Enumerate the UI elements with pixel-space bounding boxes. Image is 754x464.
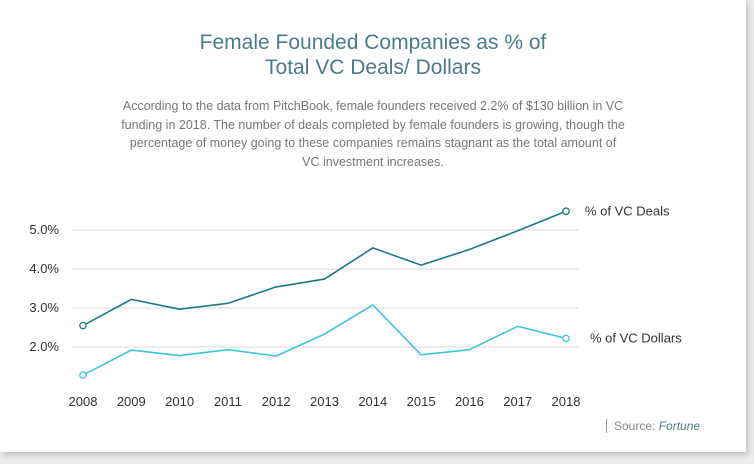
series-point (562, 334, 570, 343)
x-tick-label: 2012 (262, 394, 291, 409)
chart-card: Female Founded Companies as % of Total V… (0, 0, 746, 452)
y-tick-label: 4.0% (29, 261, 59, 276)
x-tick-label: 2015 (407, 394, 436, 409)
x-tick-label: 2009 (117, 394, 146, 409)
x-tick-label: 2016 (455, 394, 484, 409)
line-chart: 2.0% 3.0% 4.0% 5.0% 2008 2009 2010 2011 2012 2013… (29, 203, 682, 409)
y-tick-label: 3.0% (29, 300, 59, 315)
series-point (562, 207, 570, 216)
series-label: % of VC Dollars (590, 330, 682, 345)
source-note: Source: Fortune (606, 419, 700, 433)
x-tick-label: 2011 (214, 394, 242, 409)
chart-title-line-2: Total VC Deals/ Dollars (265, 56, 481, 79)
y-tick-label: 2.0% (29, 339, 59, 354)
y-tick-label: 5.0% (29, 222, 59, 237)
series-line (82, 210, 567, 327)
series-point (79, 321, 87, 330)
x-tick-label: 2017 (503, 394, 532, 409)
source-prefix: Source: (614, 419, 656, 433)
series-label: % of VC Deals (585, 203, 670, 218)
chart-title: Female Founded Companies as % of Total V… (0, 30, 746, 80)
series-line (82, 304, 567, 376)
chart-title-line-1: Female Founded Companies as % of (199, 31, 547, 54)
source-name: Fortune (658, 419, 701, 433)
chart-subtitle: According to the data from PitchBook, fe… (121, 99, 625, 169)
x-tick-label: 2014 (358, 394, 387, 409)
series-point (79, 371, 87, 379)
x-tick-label: 2013 (310, 394, 339, 409)
x-tick-label: 2008 (69, 394, 98, 409)
x-tick-label: 2010 (165, 394, 194, 409)
x-tick-label: 2018 (552, 394, 581, 409)
